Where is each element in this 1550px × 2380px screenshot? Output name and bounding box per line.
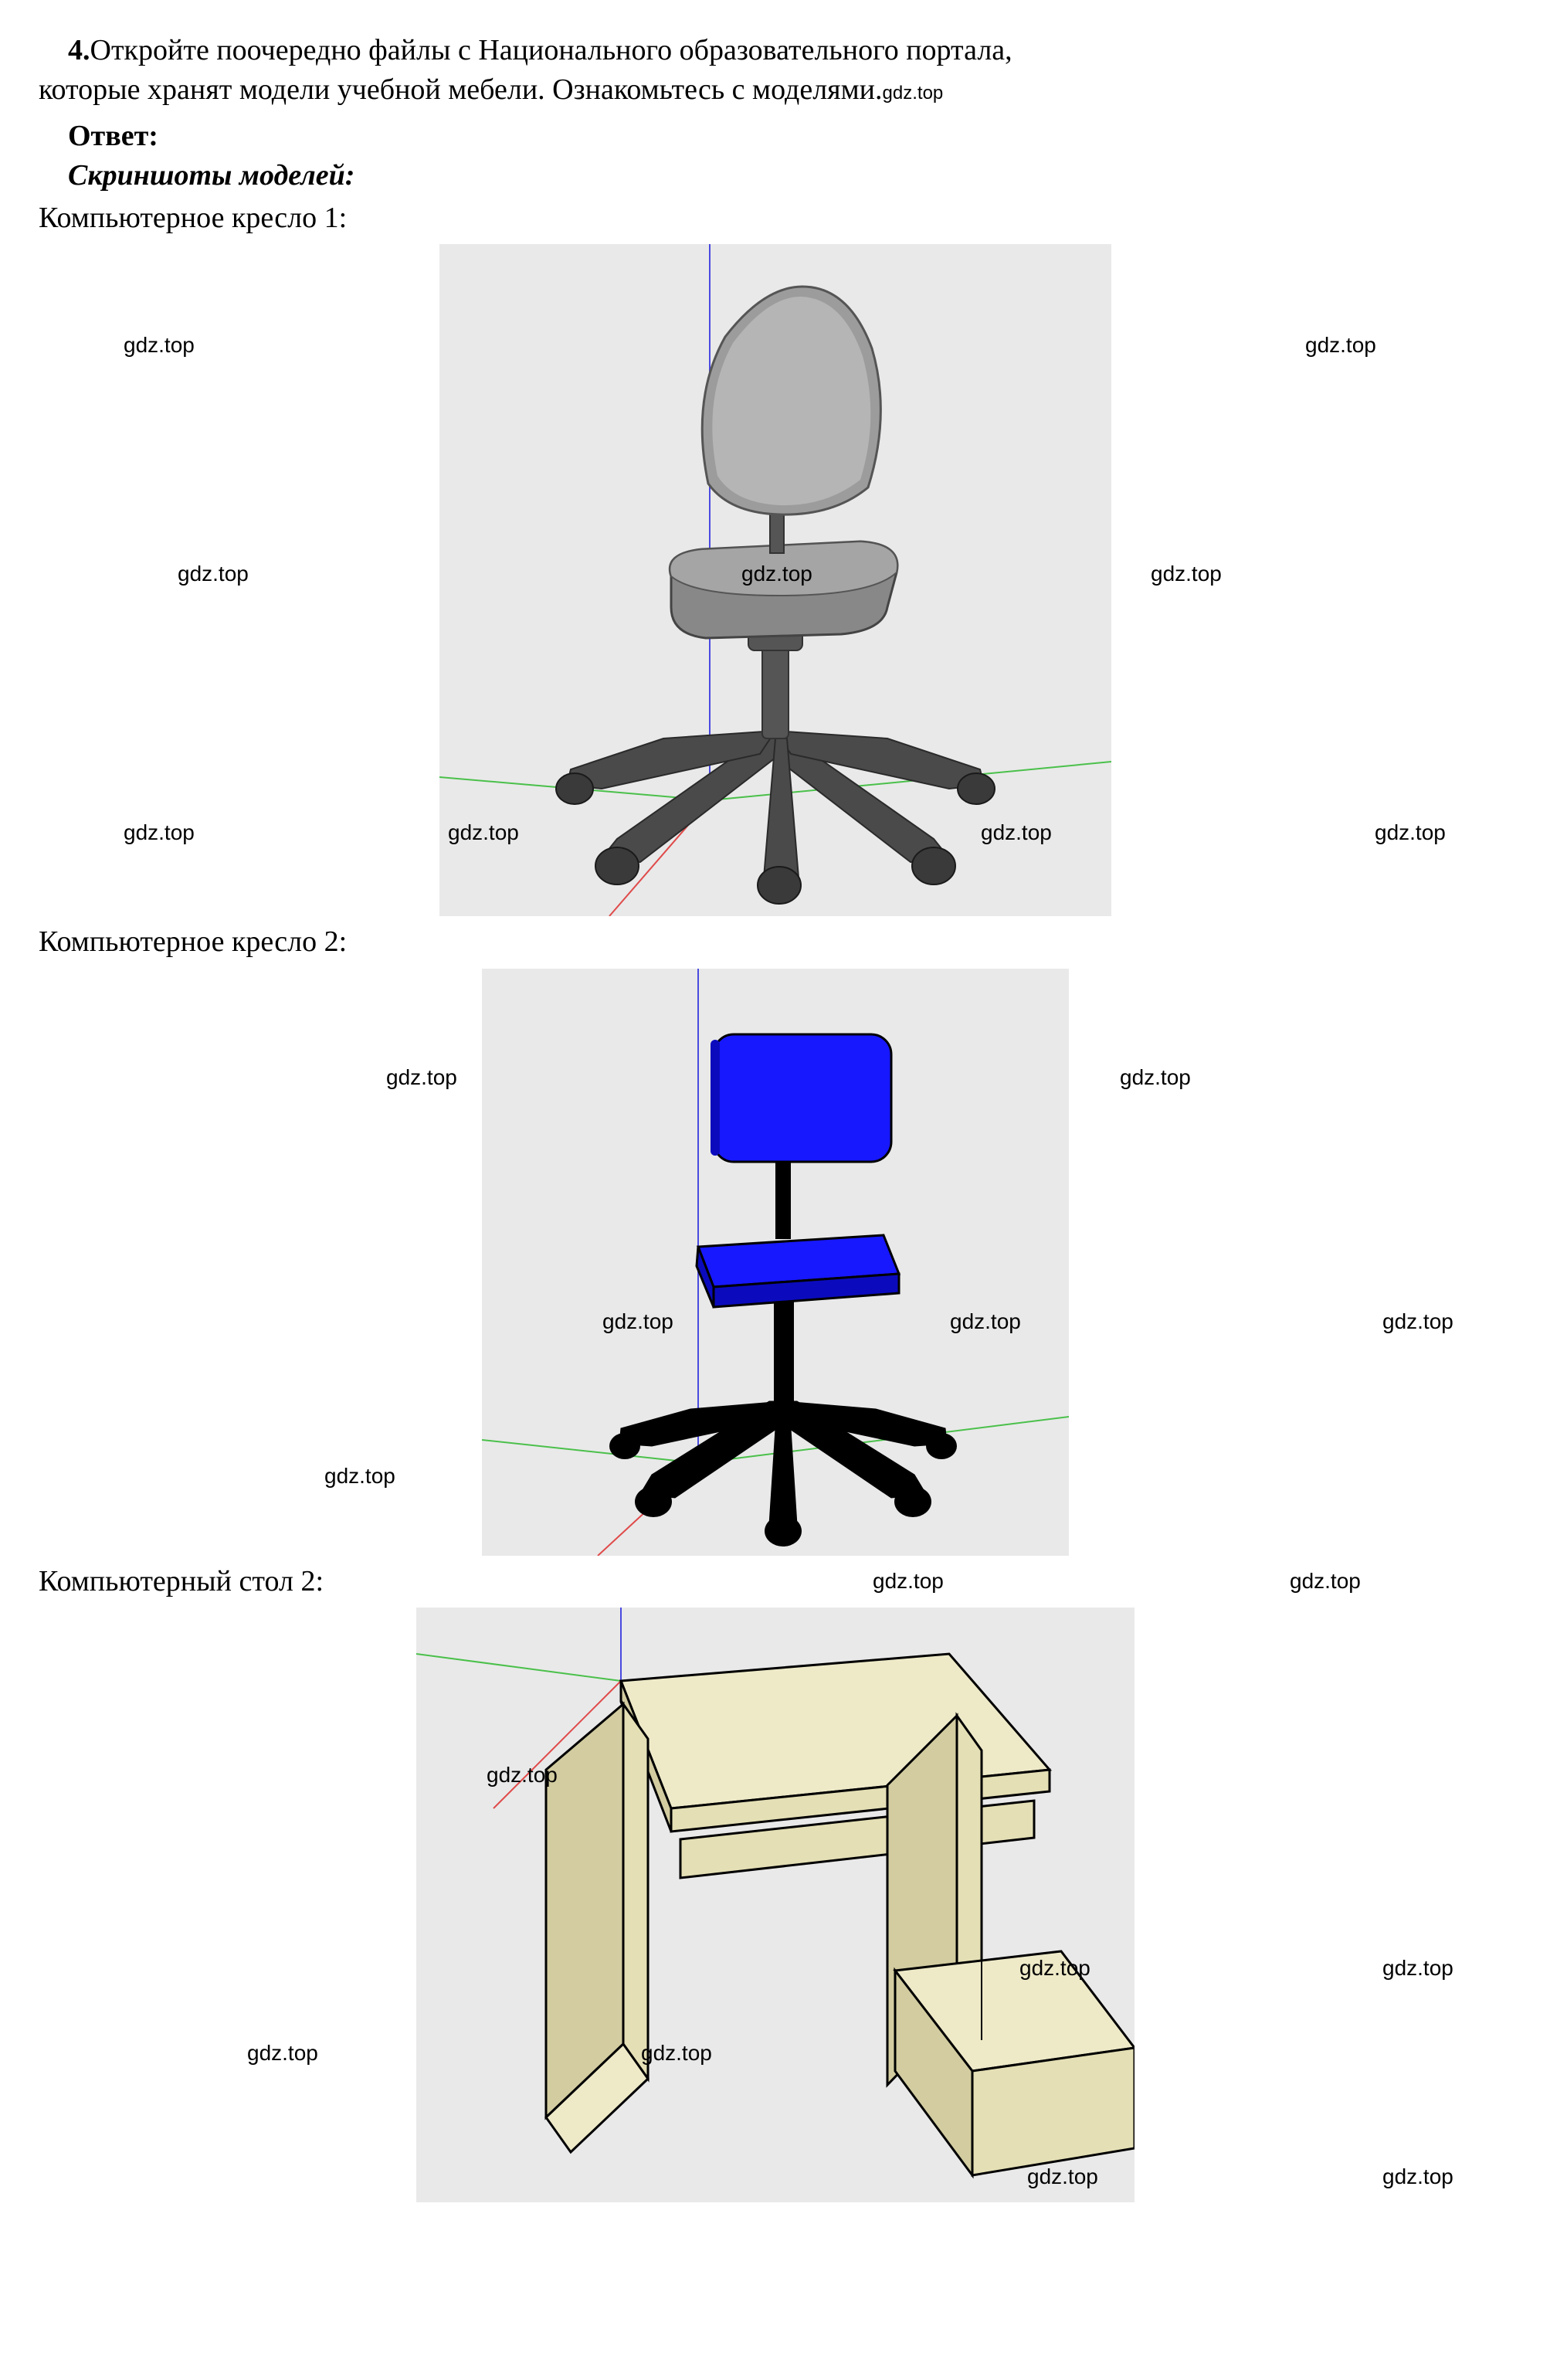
viewport1-wrap	[39, 244, 1511, 916]
model2-label: Компьютерное кресло 2:	[39, 922, 1511, 962]
task-line1: Откройте поочередно файлы с Национальног…	[90, 34, 1012, 66]
task-line2: которые хранят модели учебной мебели. Оз…	[39, 73, 883, 106]
task-text: 4.Откройте поочередно файлы с Национальн…	[39, 31, 1511, 110]
desk-svg	[416, 1608, 1135, 2202]
viewport3-wrap	[39, 1608, 1511, 2202]
answer-label: Ответ:	[39, 117, 1511, 156]
viewport3	[416, 1608, 1135, 2202]
model3-label: Компьютерный стол 2: gdz.top gdz.top	[39, 1562, 1511, 1601]
viewport2	[482, 969, 1069, 1556]
model1-label: Компьютерное кресло 1:	[39, 199, 1511, 238]
chair2-svg	[482, 969, 1069, 1556]
task-number: 4.	[68, 34, 90, 66]
chair1-svg	[439, 244, 1111, 916]
watermark-inline: gdz.top	[883, 83, 944, 104]
viewport1	[439, 244, 1111, 916]
screenshots-label: Скриншоты моделей:	[39, 156, 1511, 195]
viewport2-wrap	[39, 969, 1511, 1556]
